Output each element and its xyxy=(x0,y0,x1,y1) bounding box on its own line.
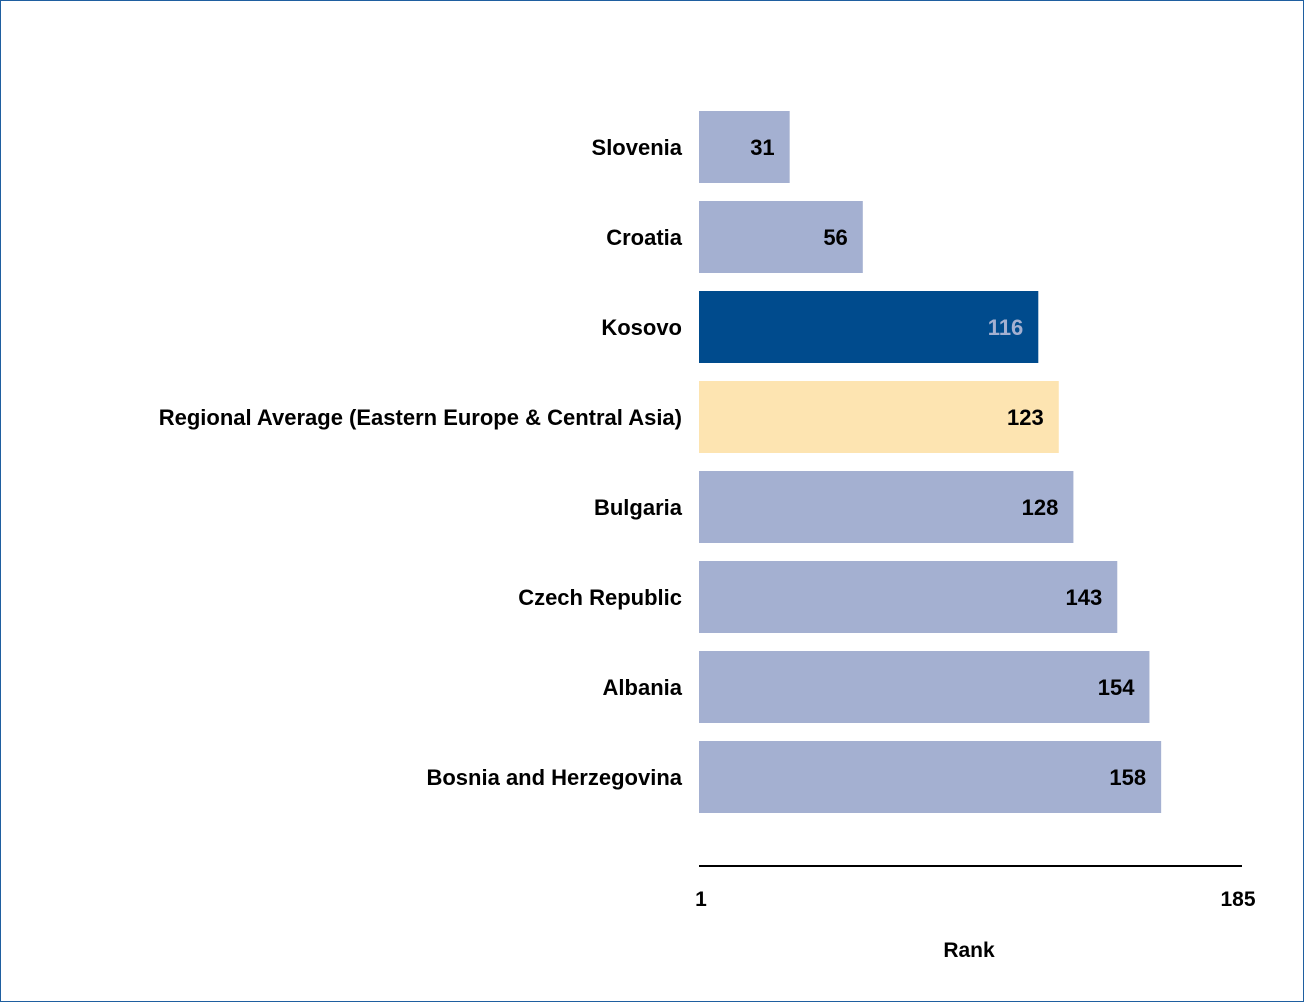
bar xyxy=(699,471,1074,543)
value-label: 31 xyxy=(750,135,774,160)
value-label: 143 xyxy=(1066,585,1103,610)
category-label: Croatia xyxy=(606,225,683,250)
x-tick-label-min: 1 xyxy=(695,888,707,911)
category-label: Albania xyxy=(603,675,683,700)
bar xyxy=(699,381,1059,453)
value-label: 123 xyxy=(1007,405,1044,430)
x-tick-label-max: 185 xyxy=(1220,888,1255,911)
value-label: 158 xyxy=(1109,765,1146,790)
category-label: Kosovo xyxy=(601,315,682,340)
category-label: Bulgaria xyxy=(594,495,683,520)
category-label: Regional Average (Eastern Europe & Centr… xyxy=(159,405,682,430)
value-label: 56 xyxy=(823,225,847,250)
bars-layer xyxy=(699,111,1162,813)
bar xyxy=(699,291,1039,363)
value-label: 154 xyxy=(1098,675,1135,700)
bar xyxy=(699,651,1150,723)
x-axis-title: Rank xyxy=(943,939,995,962)
bar xyxy=(699,201,863,273)
category-label: Bosnia and Herzegovina xyxy=(426,765,682,790)
bar xyxy=(699,111,790,183)
value-labels-layer: 31 56 116 123 128 143 154 158 xyxy=(750,135,1146,790)
category-labels-layer: Slovenia Croatia Kosovo Regional Average (E… xyxy=(159,135,683,790)
category-label: Slovenia xyxy=(592,135,683,160)
bar xyxy=(699,561,1118,633)
value-label: 116 xyxy=(988,315,1024,340)
category-label: Czech Republic xyxy=(518,585,682,610)
value-label: 128 xyxy=(1022,495,1059,520)
bar xyxy=(699,741,1162,813)
